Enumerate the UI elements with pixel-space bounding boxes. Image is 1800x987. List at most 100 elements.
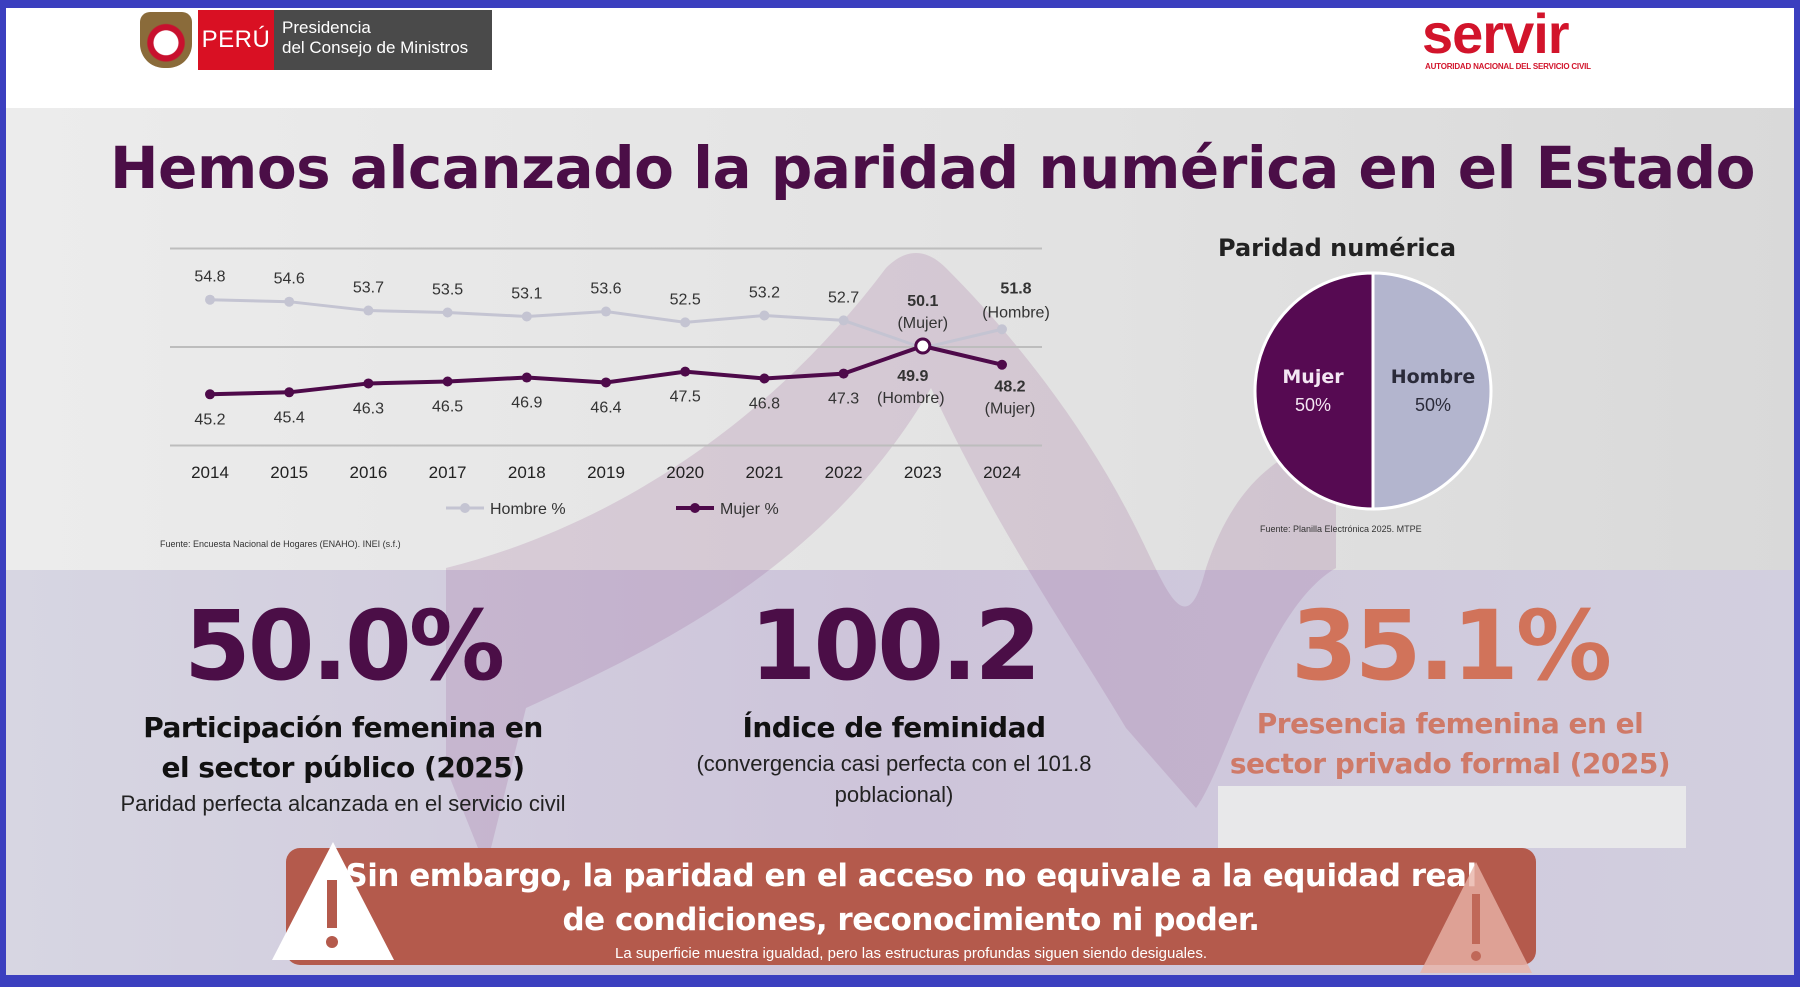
data-point [601, 306, 611, 317]
x-tick-label: 2022 [825, 463, 863, 482]
data-point [759, 310, 770, 321]
stat-public-sector: 50.0% Participación femenina en el secto… [63, 596, 623, 819]
data-label: 45.4 [274, 409, 305, 426]
x-tick-label: 2015 [270, 463, 308, 482]
pie-value: 50% [1415, 395, 1451, 415]
slide: PERÚ Presidencia del Consejo de Ministro… [6, 8, 1794, 975]
data-point [442, 376, 453, 387]
x-tick-label: 2018 [508, 463, 546, 482]
x-tick-label: 2021 [745, 463, 783, 482]
page-title: Hemos alcanzado la paridad numérica en e… [110, 134, 1756, 202]
pcm-line1: Presidencia [282, 18, 371, 37]
x-tick-label: 2023 [904, 463, 942, 482]
annotation: (Hombre) [877, 390, 945, 407]
stat-note: Paridad perfecta alcanzada en el servici… [120, 791, 566, 816]
x-tick-label: 2019 [587, 463, 625, 482]
pie-label: Mujer [1282, 366, 1344, 388]
data-label: 46.9 [511, 395, 542, 412]
pie-label: Hombre [1391, 366, 1476, 388]
pie-slice-mujer [1253, 271, 1375, 511]
data-label: 53.2 [749, 284, 780, 301]
warning-icon [272, 842, 394, 960]
legend-marker [690, 503, 700, 513]
stat-feminity-index: 100.2 Índice de feminidad (convergencia … [614, 596, 1174, 810]
data-label: 54.6 [274, 271, 305, 288]
data-point [205, 294, 215, 305]
stat-value: 35.1% [1290, 590, 1612, 702]
data-point [914, 337, 932, 355]
data-point [680, 317, 691, 328]
data-label: 46.3 [353, 400, 384, 417]
data-point [601, 377, 611, 388]
pie-title: Paridad numérica [1218, 234, 1457, 262]
data-label: 53.1 [511, 285, 542, 302]
data-label: 47.3 [828, 391, 859, 408]
x-tick-label: 2017 [429, 463, 467, 482]
stat-value: 100.2 [749, 590, 1042, 702]
servir-wordmark: servir [1422, 8, 1570, 65]
data-point [363, 305, 374, 316]
line-chart-source: Fuente: Encuesta Nacional de Hogares (EN… [160, 539, 401, 549]
pcm-label: Presidencia del Consejo de Ministros [274, 10, 492, 70]
data-point [838, 368, 849, 379]
data-label: 52.7 [828, 289, 859, 306]
data-label: 52.5 [670, 291, 701, 308]
data-point [205, 389, 215, 400]
data-point [521, 372, 532, 383]
stat-private-sector: 35.1% Presencia femenina en el sector pr… [1170, 596, 1730, 784]
data-label: 49.9 [897, 368, 928, 385]
stat-value: 50.0% [183, 590, 505, 702]
data-point [680, 366, 691, 377]
bottom-bar [0, 975, 1800, 987]
annotation: (Mujer) [897, 315, 948, 332]
data-label: 50.1 [907, 293, 938, 310]
servir-logo: servir AUTORIDAD NACIONAL DEL SERVICIO C… [1422, 8, 1652, 78]
peru-pcm-logo: PERÚ Presidencia del Consejo de Ministro… [140, 10, 492, 70]
data-label: 46.5 [432, 398, 463, 415]
stat-heading: Índice de feminidad [742, 711, 1046, 744]
pie-value: 50% [1295, 395, 1331, 415]
x-tick-label: 2024 [983, 463, 1021, 482]
blank-box [1218, 786, 1686, 848]
data-point [759, 373, 770, 384]
warning-banner: Sin embargo, la paridad en el acceso no … [286, 848, 1536, 965]
stat-heading: Presencia femenina en el sector privado … [1229, 707, 1671, 780]
data-point [521, 311, 532, 322]
legend-label: Mujer % [720, 501, 779, 518]
data-point [997, 359, 1007, 370]
pie-source: Fuente: Planilla Electrónica 2025. MTPE [1260, 524, 1422, 534]
data-point [363, 378, 374, 389]
data-label: 45.2 [194, 411, 225, 428]
stat-note: (convergencia casi perfecta con el 101.8… [696, 751, 1092, 807]
x-tick-label: 2014 [191, 463, 229, 482]
data-label: 54.8 [194, 269, 225, 286]
line-chart: 2014 2015 2016 2017 2018 2019 2020 2021 2022 2023… [170, 247, 1493, 518]
pcm-line2: del Consejo de Ministros [282, 38, 469, 57]
banner-line2: de condiciones, reconocimiento ni poder. [562, 902, 1260, 938]
x-tick-label: 2020 [666, 463, 704, 482]
banner-note: La superficie muestra igualdad, pero las… [614, 945, 1208, 962]
stat-heading: Participación femenina en el sector públ… [143, 711, 543, 784]
annotation: (Mujer) [985, 401, 1036, 418]
data-point [997, 324, 1007, 335]
legend-marker [460, 503, 470, 513]
data-label: 53.5 [432, 282, 463, 299]
data-label: 47.5 [670, 389, 701, 406]
chart-band [6, 108, 1794, 578]
data-label: 48.2 [994, 379, 1025, 396]
servir-subtitle: AUTORIDAD NACIONAL DEL SERVICIO CIVIL [1425, 62, 1591, 71]
data-point [284, 296, 295, 307]
banner-line1: Sin embargo, la paridad en el acceso no … [345, 858, 1477, 894]
warning-icon [1420, 862, 1532, 973]
data-label: 53.7 [353, 280, 384, 297]
data-point [838, 315, 849, 326]
data-point [442, 307, 453, 318]
data-label: 51.8 [1000, 280, 1031, 297]
data-label: 53.6 [590, 281, 621, 298]
peru-coat-of-arms-icon [140, 12, 192, 68]
data-label: 46.8 [749, 396, 780, 413]
data-point [284, 387, 295, 398]
legend-label: Hombre % [490, 501, 566, 518]
annotation: (Hombre) [982, 304, 1050, 321]
data-label: 46.4 [590, 399, 621, 416]
